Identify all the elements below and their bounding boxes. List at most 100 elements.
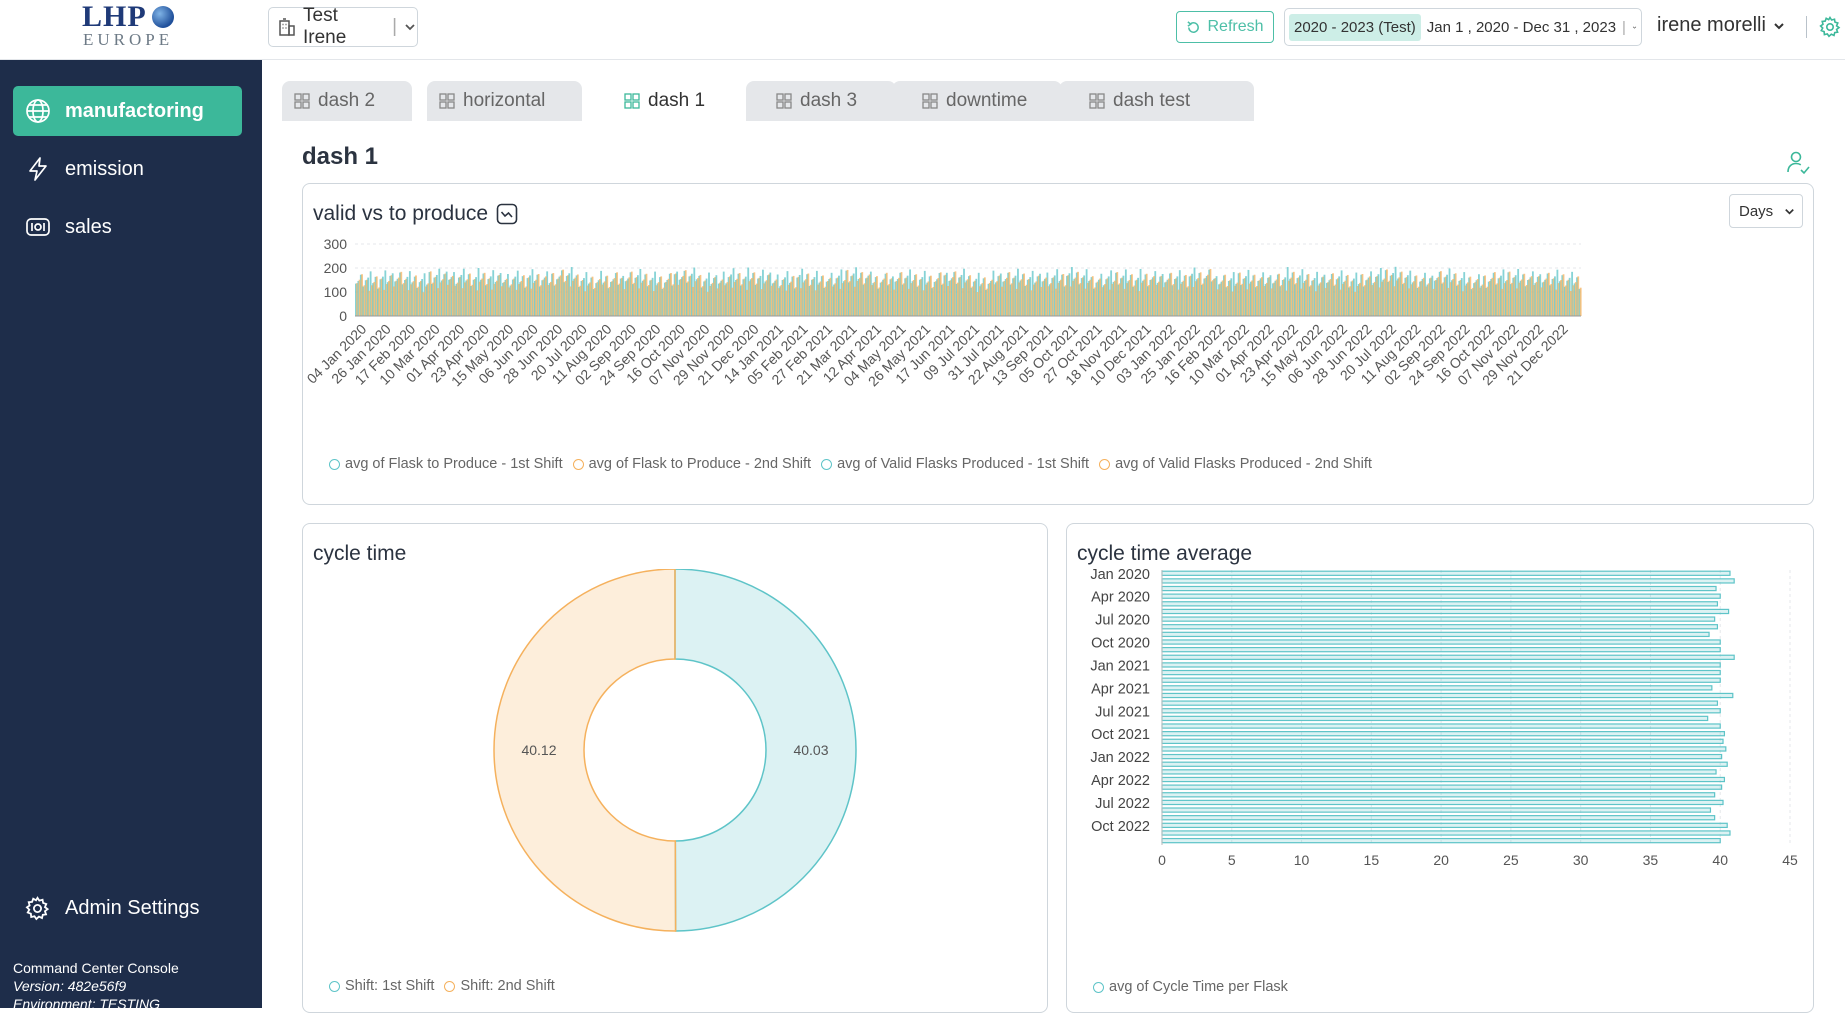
bar [1178,270,1181,316]
bar [1023,273,1025,316]
bar [1161,822,1728,829]
tab-dash-test[interactable]: dash test [1059,81,1254,121]
bar [1552,278,1555,316]
bar [1116,272,1119,316]
sidebar-item-emission[interactable]: emission [13,144,242,194]
bar [725,283,728,316]
trend-icon[interactable] [496,203,518,225]
settings-gear-icon[interactable] [1818,15,1842,39]
bar [894,281,897,316]
bar [1406,275,1409,316]
user-assign-icon[interactable] [1785,149,1811,175]
bar [1337,278,1339,316]
bar [1051,278,1054,316]
bar [697,278,699,316]
bar [1428,278,1431,316]
bar [976,292,979,316]
bar [710,284,713,316]
bar [1447,287,1450,316]
bar [1381,281,1383,316]
bar [1284,277,1287,316]
bar [803,280,806,316]
sidebar-item-manufactoring[interactable]: manufactoring [13,86,242,136]
tab-dash-2[interactable]: dash 2 [282,81,412,121]
bar [427,283,430,316]
legend-item[interactable]: avg of Flask to Produce - 1st Shift [329,456,563,472]
site-selector[interactable]: Test Irene | [268,5,418,48]
bar [1349,286,1352,316]
bar [1519,280,1522,316]
bar [1176,276,1179,316]
bar [1345,275,1348,316]
bar [1285,290,1288,316]
granularity-select[interactable]: Days [1729,194,1803,228]
bar [1229,280,1231,316]
bar [1140,282,1143,316]
bar [1009,284,1012,316]
bar [1045,277,1048,316]
bar [716,288,719,316]
legend-item[interactable]: avg of Valid Flasks Produced - 1st Shift [821,456,1089,472]
user-menu[interactable]: irene morelli [1657,14,1786,37]
bar [1216,289,1219,316]
tab-label: dash 1 [648,90,706,111]
legend-item[interactable]: Shift: 1st Shift [329,978,434,994]
dashboard-grid-icon [1089,93,1105,109]
bar [1579,287,1582,316]
bar [1014,275,1017,316]
bar [641,280,644,316]
bar [481,278,484,316]
sidebar-item-sales[interactable]: sales [13,202,242,252]
bar [1161,624,1719,630]
bar [1504,281,1507,316]
bar [1052,277,1055,316]
bar [1001,286,1003,316]
tab-downtime[interactable]: downtime [892,81,1062,121]
bar [1128,280,1131,316]
legend-label: avg of Flask to Produce - 2nd Shift [588,456,812,472]
bar [618,283,621,316]
building-icon [279,18,295,36]
bar [1436,278,1439,316]
bar [865,278,867,316]
legend-item[interactable]: avg of Cycle Time per Flask [1093,979,1288,995]
bar [1074,277,1077,316]
bar [1205,275,1208,316]
tab-dash-3[interactable]: dash 3 [746,81,896,121]
bar [929,275,932,316]
legend-label: avg of Valid Flasks Produced - 2nd Shift [1115,456,1372,472]
bar [1329,279,1332,316]
bar [399,272,401,316]
bar [1148,285,1151,316]
legend-swatch [329,458,340,470]
x-tick-label: 10 [1294,852,1310,868]
bar [1036,276,1039,316]
legend-item[interactable]: avg of Flask to Produce - 2nd Shift [572,456,812,472]
bar [752,273,755,316]
legend-item[interactable]: avg of Valid Flasks Produced - 2nd Shift [1099,456,1372,472]
bar [633,282,636,316]
bar [1390,274,1393,316]
bar [433,277,436,316]
bar [1529,277,1532,316]
bar [461,288,464,316]
bar [607,288,610,316]
bar [910,283,913,316]
bar [520,280,523,316]
bar [443,274,446,316]
legend-item[interactable]: Shift: 2nd Shift [444,978,555,994]
version-label: Version: 482e56f9 [13,978,127,994]
bar [389,275,392,316]
tab-dash-1[interactable]: dash 1 [594,81,724,121]
tab-horizontal[interactable]: horizontal [427,81,582,121]
bar [689,275,692,316]
admin-settings-button[interactable]: Admin Settings [24,895,200,922]
refresh-button[interactable]: Refresh [1176,11,1274,43]
period-selector[interactable]: 2020 - 2023 (Test) Jan 1 , 2020 - Dec 31… [1284,8,1642,46]
bar [1478,274,1480,316]
bar [804,279,807,316]
bar [972,281,975,316]
y-tick-label: Oct 2020 [1091,636,1150,652]
sidebar-item-label: emission [65,157,144,180]
bar [988,282,991,316]
